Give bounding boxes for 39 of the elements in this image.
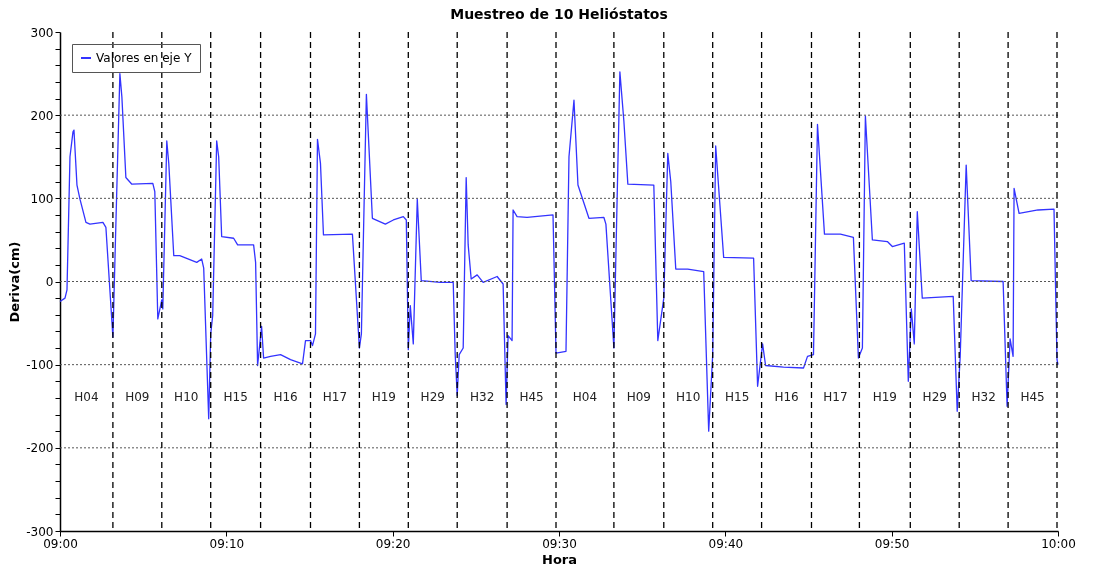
annotation: H04: [572, 389, 598, 404]
annotation: H29: [922, 389, 947, 404]
x-tick-label: 09:10: [209, 536, 245, 551]
annotation: H04: [74, 389, 99, 404]
y-tick-label: 0: [45, 275, 54, 289]
annotation: H10: [174, 389, 199, 404]
chart-title: Muestreo de 10 Helióstatos: [450, 6, 668, 22]
annotation: H32: [971, 389, 996, 404]
legend-label: Valores en eje Y: [96, 51, 193, 65]
y-tick-label: -100: [26, 358, 54, 373]
annotation: H15: [223, 389, 248, 404]
x-axis-title: Hora: [542, 551, 577, 567]
x-tick-label: 10:00: [1041, 536, 1076, 551]
annotation: H19: [872, 389, 897, 404]
annotation: H32: [470, 389, 495, 404]
y-tick-label: 200: [30, 108, 54, 123]
y-tick-label: 300: [30, 25, 54, 40]
annotation: H29: [420, 389, 445, 404]
y-tick-label: -200: [26, 441, 54, 456]
annotation: H10: [676, 389, 701, 404]
line-series: [59, 71, 1059, 432]
y-axis-title: Deriva(cm): [7, 241, 23, 323]
x-tick-label: 09:00: [43, 536, 78, 551]
x-tick-label: 09:40: [708, 536, 744, 551]
x-tick-label: 09:30: [542, 536, 577, 551]
x-tick-label: 09:50: [874, 536, 910, 551]
annotation: H45: [519, 389, 544, 404]
annotation: H16: [273, 389, 298, 404]
annotation: H17: [823, 389, 848, 404]
annotation: H09: [626, 389, 651, 404]
annotation: H16: [774, 389, 799, 404]
annotation: H19: [371, 389, 396, 404]
annotation: H17: [322, 389, 348, 404]
x-tick-label: 09:20: [375, 536, 411, 551]
annotation: H09: [125, 389, 150, 404]
y-tick-label: 100: [30, 191, 54, 206]
y-tick-label: -300: [26, 524, 54, 539]
annotation: H15: [724, 389, 750, 404]
annotation: H45: [1020, 389, 1045, 404]
